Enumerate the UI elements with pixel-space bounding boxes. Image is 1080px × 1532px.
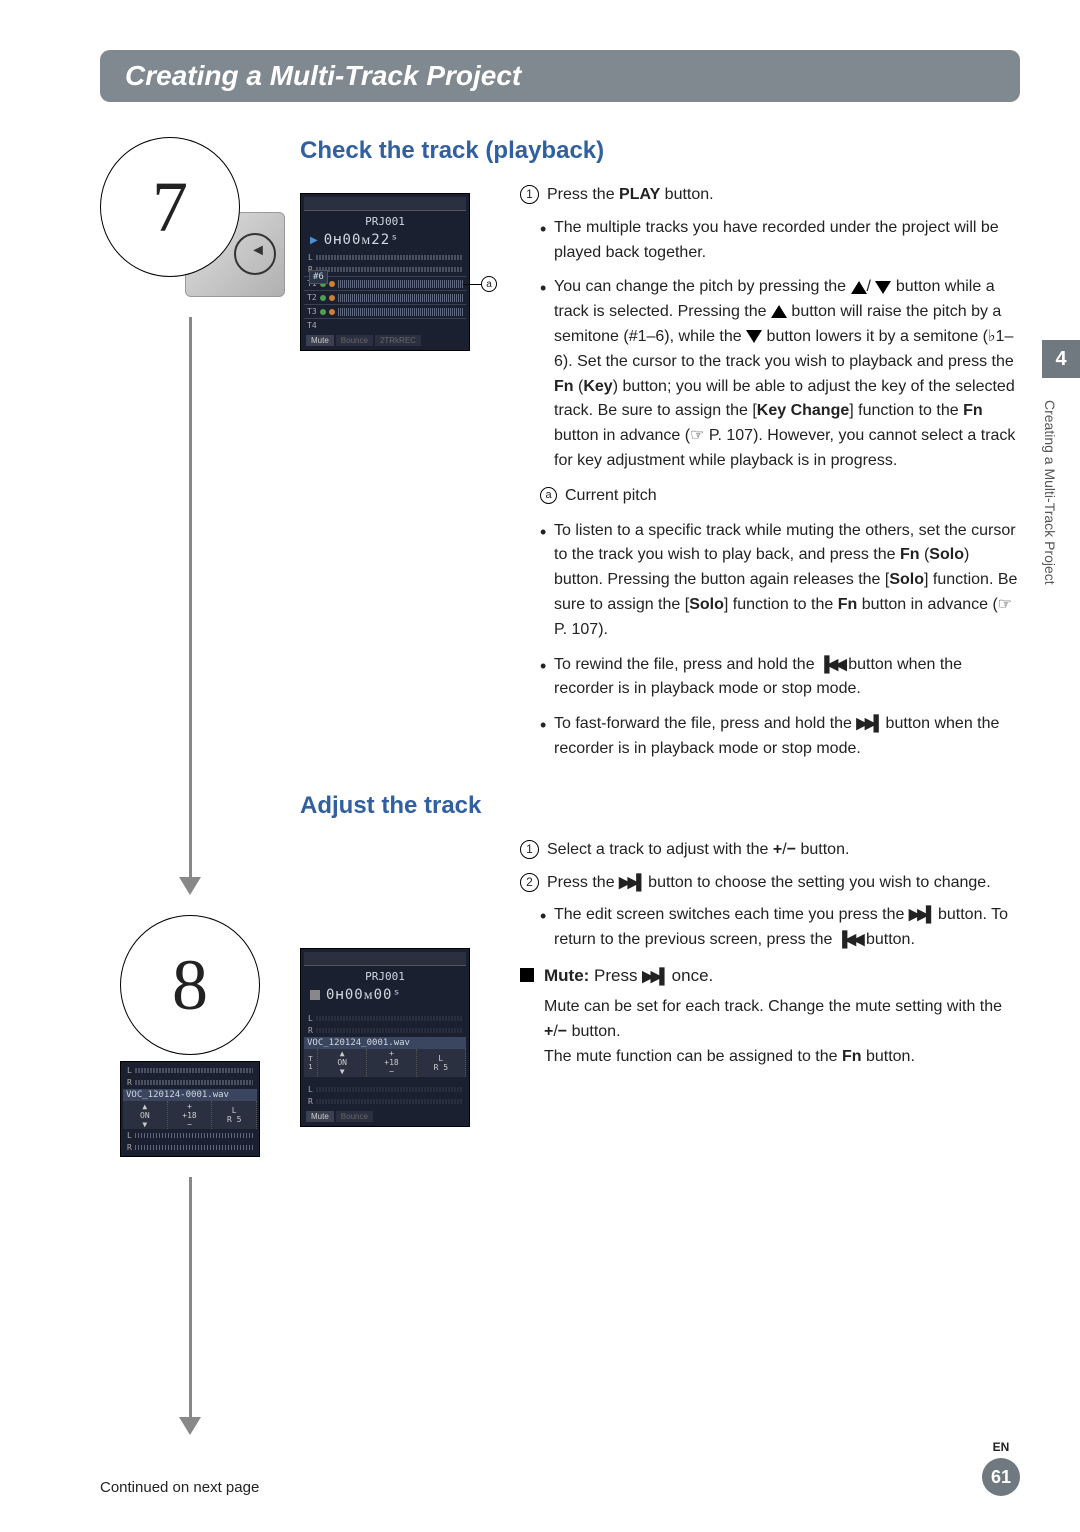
stop-icon [310,990,320,1000]
flow-arrow-2 [181,1177,199,1435]
step8-instruction-1: 1 Select a track to adjust with the +/− … [520,838,1020,863]
lcd-mixer: T1 ▲ON▼ ++18− LR 5 [304,1049,466,1077]
right-column: Check the track (playback) PRJ001 ▶ 0ʜ00… [300,137,1020,1455]
flow-arrow-1 [181,317,199,895]
down-triangle-icon [875,281,891,294]
number-2-icon: 2 [520,873,539,892]
fast-forward-icon: ▶▶▌ [619,874,644,891]
up-triangle-icon [851,281,867,294]
lcd-time: 0ʜ00ᴍ00ˢ [326,987,402,1004]
step7-badge: 7 [100,137,280,297]
step7-text: 1 Press the PLAY button. The multiple tr… [520,183,1020,772]
step7-lcd-col: PRJ001 ▶ 0ʜ00ᴍ22ˢ L R #6 T1 T2 T3 T4 [300,183,490,772]
lcd-project-title: PRJ001 [304,213,466,230]
step8-text: 1 Select a track to adjust with the +/− … [520,838,1020,1127]
rewind-icon: ▐◀◀ [819,656,844,673]
page-number: 61 [982,1458,1020,1496]
page-language: EN [993,1440,1010,1454]
small-lcd-mixer: ▲ON▼ ++18− LR 5 [123,1101,257,1129]
small-lcd-filename: VOC_120124-0001.wav [123,1089,257,1101]
step7-bullet-rewind: To rewind the file, press and hold the ▐… [540,653,1020,703]
step8-instruction-2: 2 Press the ▶▶▌ button to choose the set… [520,871,1020,896]
step7-lcd: PRJ001 ▶ 0ʜ00ᴍ22ˢ L R #6 T1 T2 T3 T4 [300,193,470,351]
lcd-project-title: PRJ001 [304,968,466,985]
step7-bullet-pitch: You can change the pitch by pressing the… [540,275,1020,473]
fast-forward-icon: ▶▶▌ [909,906,934,923]
step8-small-lcd: L R VOC_120124-0001.wav ▲ON▼ ++18− LR 5 … [120,1061,260,1157]
callout-a-label: a Current pitch [520,484,1020,509]
step8-heading: Adjust the track [300,792,1020,820]
number-1-icon: 1 [520,840,539,859]
mute-body: Mute can be set for each track. Change t… [520,995,1020,1069]
page-title-bar: Creating a Multi-Track Project [100,50,1020,102]
play-icon: ▶ [310,235,318,246]
continued-text: Continued on next page [100,1479,259,1496]
mute-subheading: Mute: Press ▶▶▌ once. [520,963,1020,989]
step8-lcd: PRJ001 0ʜ00ᴍ00ˢ L R VOC_120124_0001.wav … [300,948,470,1127]
fast-forward-icon: ▶▶▌ [642,968,667,985]
step7-instruction-1: 1 Press the PLAY button. [520,183,1020,208]
square-bullet-icon [520,968,534,982]
step7-heading: Check the track (playback) [300,137,1020,165]
chapter-tab: 4 [1042,340,1080,378]
rewind-icon: ▐◀◀ [837,931,862,948]
fast-forward-icon: ▶▶▌ [856,715,881,732]
content: 7 8 L R VOC_120124-0001.wav ▲ON▼ ++18− L… [100,137,1020,1455]
lcd-filename: VOC_120124_0001.wav [304,1037,466,1049]
step7-number: 7 [100,137,240,277]
up-triangle-icon [771,305,787,318]
page-title: Creating a Multi-Track Project [125,60,521,91]
side-label: Creating a Multi-Track Project [1042,400,1058,585]
page-badge: EN 61 [982,1440,1020,1496]
number-1-icon: 1 [520,185,539,204]
step7-bullet-1: The multiple tracks you have recorded un… [540,216,1020,266]
footer: Continued on next page EN 61 [100,1440,1020,1496]
down-triangle-icon [746,330,762,343]
lcd-time: 0ʜ00ᴍ22ˢ [324,232,400,249]
left-column: 7 8 L R VOC_120124-0001.wav ▲ON▼ ++18− L… [100,137,280,1455]
step8-lcd-col: PRJ001 0ʜ00ᴍ00ˢ L R VOC_120124_0001.wav … [300,838,490,1127]
section-7: Check the track (playback) PRJ001 ▶ 0ʜ00… [300,137,1020,782]
section-8: Adjust the track PRJ001 0ʜ00ᴍ00ˢ L R [300,792,1020,1127]
step7-bullet-fwd: To fast-forward the file, press and hold… [540,712,1020,762]
lcd-pitch: #6 [309,270,328,284]
step8-number: 8 [120,915,260,1055]
step7-bullet-solo: To listen to a specific track while muti… [540,519,1020,643]
letter-a-icon: a [540,487,557,504]
step8-bullet-1: The edit screen switches each time you p… [540,903,1020,953]
callout-a: a [463,276,497,292]
